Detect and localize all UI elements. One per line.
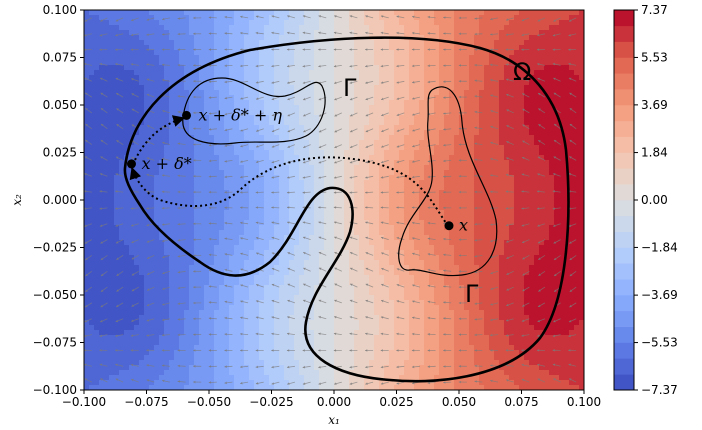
colorbar-tick-label: 7.37 [641,3,668,17]
x-tick-label: 0.000 [317,395,351,409]
y-axis-label: x₂ [10,194,24,206]
x-tick-label: −0.075 [124,395,168,409]
x-tick-label: 0.025 [379,395,413,409]
x-tick-label: 0.050 [442,395,476,409]
colorbar-tick-label: −3.69 [641,288,678,302]
colorbar-tick-label: 1.84 [641,146,668,160]
colorbar-tick-label: −1.84 [641,240,678,254]
y-tick-label: 0.075 [43,51,77,65]
y-tick-label: −0.075 [33,336,77,350]
y-tick-label: 0.100 [43,3,77,17]
y-tick-label: −0.025 [33,241,77,255]
colorbar-tick-label: 5.53 [641,50,668,64]
x-axis: −0.100 −0.075 −0.050 −0.025 0.000 0.025 0.050 0… [62,390,601,409]
quiver-field [84,15,577,385]
point-label: x [459,216,468,235]
point-marker [182,110,191,120]
colorbar [614,10,634,391]
y-tick-label: 0.000 [43,193,77,207]
point-marker [444,221,454,231]
gamma-label-top: Γ [343,74,357,102]
colorbar-ticks: 7.37 5.53 3.69 1.84 0.00 −1.84 −3.69 −5.53 −7.37 [634,3,678,397]
x-tick-label: 0.100 [567,395,601,409]
colorbar-tick-label: 0.00 [641,193,668,207]
point-label: x + δ* [142,154,192,173]
x-tick-label: −0.025 [249,395,293,409]
path-x-delta-to-x-delta-eta [134,115,186,161]
x-tick-label: −0.100 [62,395,106,409]
omega-boundary [123,36,570,383]
colorbar-tick-label: 3.69 [641,98,668,112]
path-x-to-x-delta [129,156,449,227]
gamma-label-bottom: Γ [465,280,479,308]
x-tick-label: 0.075 [504,395,538,409]
y-tick-label: −0.050 [33,288,77,302]
point-label: x + δ* + η [199,105,283,124]
x-tick-label: −0.050 [187,395,231,409]
gamma-region-top [182,77,326,145]
point-marker [127,159,136,169]
colorbar-tick-label: −5.53 [641,336,678,350]
y-tick-label: 0.050 [43,98,77,112]
y-tick-label: 0.025 [43,146,77,160]
colorbar-tick-label: −7.37 [641,383,678,397]
omega-label: Ω [513,58,531,86]
x-axis-label: x₁ [328,413,340,427]
y-axis: −0.100 −0.075 −0.050 −0.025 0.000 0.025 0.050 0… [33,3,84,397]
y-tick-label: −0.100 [33,383,77,397]
gamma-region-bottom [398,86,498,277]
